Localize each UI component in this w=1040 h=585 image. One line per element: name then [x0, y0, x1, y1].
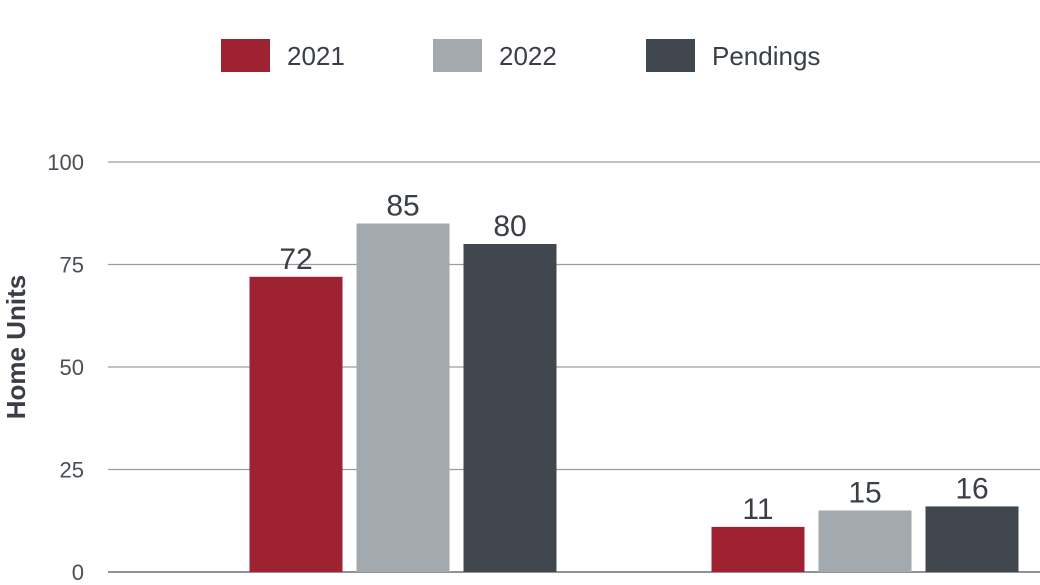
data-label: 11 — [742, 493, 773, 526]
bar-2021-1 — [249, 276, 343, 572]
legend-label: 2022 — [499, 41, 557, 71]
bar-2022-1 — [356, 223, 450, 572]
bar-pendings-2 — [925, 506, 1019, 572]
data-label: 85 — [386, 190, 419, 223]
legend-swatch-pendings — [646, 39, 695, 72]
data-label: 16 — [955, 472, 988, 505]
data-label: 80 — [493, 210, 526, 243]
bar-2021-2 — [711, 526, 805, 572]
y-tick-label: 25 — [60, 458, 84, 483]
bar-pendings-1 — [463, 244, 557, 572]
legend-label: 2021 — [287, 41, 345, 71]
data-label: 15 — [848, 477, 881, 510]
y-tick-label: 75 — [60, 253, 84, 278]
data-label: 72 — [279, 243, 312, 276]
y-axis-label: Home Units — [1, 275, 31, 419]
legend-swatch-2022 — [433, 39, 482, 72]
y-axis-ticks: 0 25 50 75 100 — [47, 150, 84, 585]
legend-swatch-2021 — [221, 39, 270, 72]
legend: 2021 2022 Pendings — [221, 39, 820, 72]
bar-2022-2 — [818, 510, 912, 572]
data-labels: 72 11 85 15 80 16 — [279, 190, 988, 526]
y-tick-label: 50 — [60, 355, 84, 380]
y-tick-label: 0 — [72, 560, 84, 585]
y-tick-label: 100 — [47, 150, 84, 175]
legend-label: Pendings — [712, 41, 820, 71]
bars — [249, 223, 1019, 572]
